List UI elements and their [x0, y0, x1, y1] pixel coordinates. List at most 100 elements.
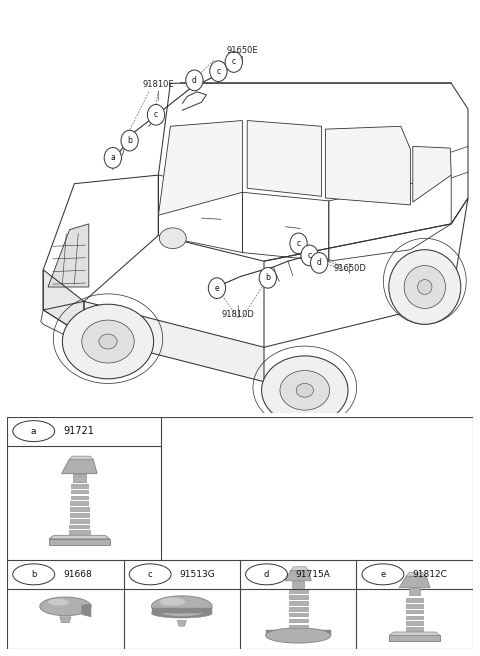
Polygon shape: [289, 602, 308, 605]
Polygon shape: [289, 590, 308, 593]
Polygon shape: [70, 507, 89, 511]
Circle shape: [290, 233, 307, 254]
Polygon shape: [285, 570, 311, 581]
Polygon shape: [406, 604, 423, 607]
Circle shape: [121, 131, 138, 151]
Polygon shape: [70, 501, 88, 505]
Text: e: e: [380, 570, 385, 579]
Polygon shape: [177, 621, 186, 626]
Circle shape: [186, 70, 203, 91]
Text: 91668: 91668: [63, 570, 92, 579]
Text: a: a: [31, 426, 36, 436]
Polygon shape: [158, 121, 242, 215]
Ellipse shape: [265, 628, 331, 643]
Polygon shape: [61, 460, 97, 474]
Text: d: d: [264, 570, 269, 579]
Polygon shape: [69, 531, 90, 534]
Polygon shape: [49, 539, 109, 544]
Circle shape: [225, 52, 242, 72]
Polygon shape: [409, 588, 420, 595]
Circle shape: [259, 268, 276, 288]
Polygon shape: [292, 581, 304, 588]
Text: d: d: [192, 76, 197, 85]
Polygon shape: [48, 224, 89, 287]
Polygon shape: [71, 484, 88, 487]
Ellipse shape: [82, 320, 134, 363]
Polygon shape: [406, 598, 423, 602]
Polygon shape: [389, 636, 440, 642]
Text: 91715A: 91715A: [296, 570, 331, 579]
Text: c: c: [297, 239, 300, 248]
Ellipse shape: [262, 356, 348, 425]
Text: d: d: [317, 258, 322, 268]
Ellipse shape: [62, 304, 154, 379]
Polygon shape: [289, 607, 308, 611]
Text: e: e: [215, 283, 219, 293]
Polygon shape: [289, 625, 308, 628]
Polygon shape: [406, 610, 423, 613]
Ellipse shape: [418, 279, 432, 295]
Circle shape: [301, 245, 318, 266]
Polygon shape: [152, 607, 212, 613]
Text: b: b: [31, 570, 36, 579]
Polygon shape: [247, 121, 322, 196]
Polygon shape: [399, 576, 430, 588]
Text: 91513G: 91513G: [180, 570, 215, 579]
Circle shape: [147, 104, 165, 125]
Polygon shape: [69, 525, 89, 528]
Polygon shape: [325, 127, 410, 205]
Polygon shape: [389, 632, 440, 636]
Ellipse shape: [280, 371, 330, 410]
Circle shape: [104, 148, 121, 168]
Polygon shape: [289, 619, 308, 622]
Circle shape: [210, 61, 227, 81]
Text: 91810D: 91810D: [221, 310, 254, 319]
Text: b: b: [265, 274, 270, 282]
Ellipse shape: [40, 597, 91, 616]
Text: c: c: [232, 58, 236, 66]
Polygon shape: [406, 621, 423, 625]
Ellipse shape: [152, 596, 212, 617]
Polygon shape: [71, 489, 88, 493]
Ellipse shape: [404, 266, 445, 308]
Polygon shape: [158, 83, 468, 261]
Polygon shape: [406, 616, 423, 619]
Polygon shape: [71, 495, 88, 499]
Polygon shape: [406, 573, 426, 576]
Polygon shape: [69, 456, 93, 460]
Polygon shape: [73, 474, 86, 482]
Ellipse shape: [48, 599, 69, 605]
Polygon shape: [289, 613, 308, 617]
Text: c: c: [216, 67, 220, 75]
Text: 91721: 91721: [63, 426, 94, 436]
Polygon shape: [70, 519, 89, 523]
Text: c: c: [154, 110, 158, 119]
Polygon shape: [84, 301, 264, 382]
Text: b: b: [127, 136, 132, 145]
Polygon shape: [265, 630, 331, 636]
Ellipse shape: [152, 609, 212, 618]
Polygon shape: [180, 81, 451, 83]
Text: a: a: [110, 154, 115, 162]
Ellipse shape: [159, 228, 186, 249]
Ellipse shape: [160, 598, 185, 605]
Polygon shape: [43, 175, 158, 310]
Text: 91810E: 91810E: [143, 80, 174, 89]
Polygon shape: [43, 270, 84, 336]
Polygon shape: [413, 146, 451, 202]
Ellipse shape: [99, 334, 117, 349]
Polygon shape: [60, 617, 71, 623]
Text: 91812C: 91812C: [412, 570, 447, 579]
Text: c: c: [308, 251, 312, 260]
Text: c: c: [148, 570, 153, 579]
Polygon shape: [82, 604, 91, 617]
Polygon shape: [70, 513, 89, 517]
Polygon shape: [406, 627, 423, 631]
Circle shape: [208, 278, 226, 298]
Ellipse shape: [389, 250, 461, 324]
Text: 91650E: 91650E: [227, 45, 258, 54]
Circle shape: [311, 253, 328, 274]
Polygon shape: [291, 567, 309, 570]
Polygon shape: [289, 596, 308, 599]
Ellipse shape: [296, 383, 313, 398]
